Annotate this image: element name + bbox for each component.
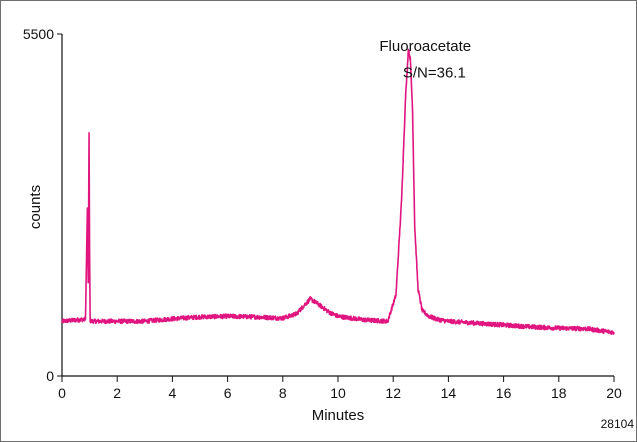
series-trace xyxy=(61,48,615,336)
x-tick-label: 10 xyxy=(330,385,346,401)
y-tick-label: 5500 xyxy=(23,26,54,42)
x-tick-label: 18 xyxy=(551,385,567,401)
x-axis-title: Minutes xyxy=(312,407,365,424)
x-tick-label: 0 xyxy=(58,385,66,401)
annotation-label: Fluoroacetate xyxy=(379,38,471,55)
x-tick-label: 12 xyxy=(385,385,401,401)
x-tick-label: 14 xyxy=(441,385,457,401)
x-tick-label: 8 xyxy=(279,385,287,401)
annotation-label: S/N=36.1 xyxy=(403,65,466,82)
y-axis-title: counts xyxy=(27,185,44,229)
x-ticks: 0 2 4 6 8 10 12 14 16 18 20 xyxy=(58,376,622,401)
y-tick-label: 0 xyxy=(46,368,54,384)
x-tick-label: 20 xyxy=(606,385,622,401)
y-ticks: 0 5500 xyxy=(23,26,62,384)
figure-id: 28104 xyxy=(601,417,635,431)
x-tick-label: 16 xyxy=(496,385,512,401)
x-tick-label: 6 xyxy=(224,385,232,401)
annotations: Fluoroacetate S/N=36.1 xyxy=(379,38,471,82)
x-tick-label: 2 xyxy=(113,385,121,401)
x-tick-label: 4 xyxy=(169,385,177,401)
